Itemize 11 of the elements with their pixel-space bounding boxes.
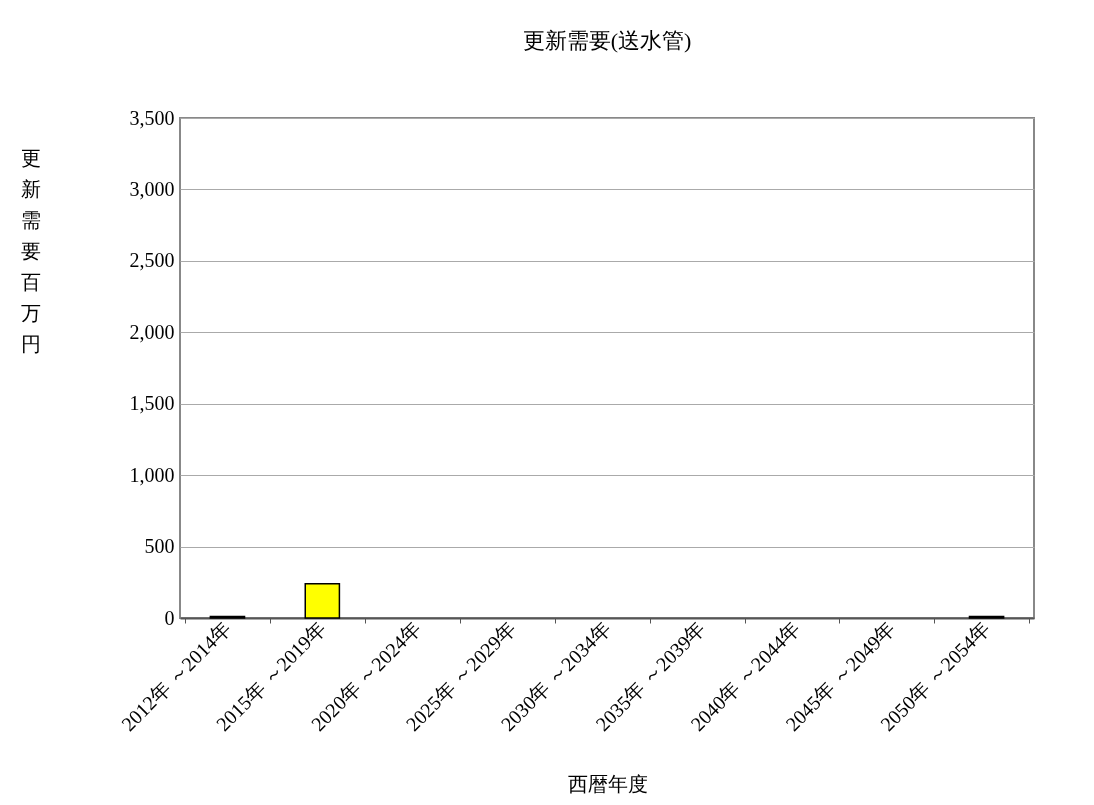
y-tick-label: 500 — [144, 535, 175, 558]
x-axis-title: 西暦年度 — [567, 773, 648, 796]
y-tick-label: 1,500 — [129, 392, 175, 415]
chart-title: 更新需要(送水管) — [522, 28, 692, 53]
y-tick-label: 0 — [164, 606, 175, 629]
y-tick-label: 3,500 — [129, 106, 175, 129]
y-axis-title: 更新需要百万円 — [20, 146, 41, 355]
y-tick-label: 3,000 — [129, 177, 175, 200]
y-tick-label: 1,000 — [129, 463, 175, 486]
y-tick-label: 2,000 — [129, 320, 175, 343]
y-tick-label: 2,500 — [129, 249, 175, 272]
